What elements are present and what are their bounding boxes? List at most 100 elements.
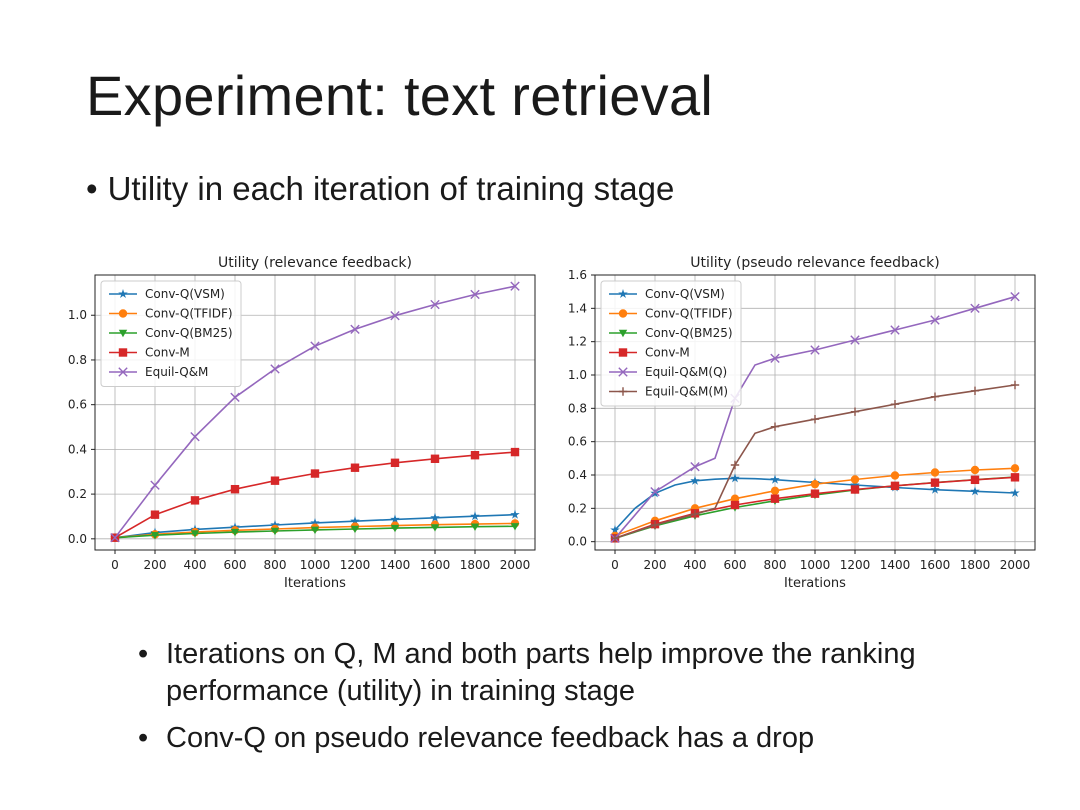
y-tick-label: 1.0 bbox=[68, 308, 87, 322]
legend-label: Conv-Q(TFIDF) bbox=[645, 307, 733, 321]
data-point bbox=[510, 281, 520, 291]
legend-label: Conv-M bbox=[645, 346, 690, 360]
data-point bbox=[930, 392, 940, 401]
data-point bbox=[190, 431, 200, 442]
data-point bbox=[310, 469, 320, 478]
data-point bbox=[970, 386, 980, 396]
data-point bbox=[810, 489, 820, 498]
data-point bbox=[890, 399, 900, 409]
data-point bbox=[270, 476, 280, 485]
legend-label: Conv-Q(VSM) bbox=[645, 287, 725, 301]
data-point bbox=[1010, 488, 1020, 498]
data-point bbox=[730, 460, 740, 470]
data-point bbox=[230, 484, 240, 494]
data-point bbox=[270, 519, 280, 529]
data-point bbox=[310, 526, 320, 535]
data-point bbox=[930, 468, 940, 477]
legend-marker bbox=[118, 329, 128, 338]
data-point bbox=[850, 335, 860, 345]
x-tick-label: 800 bbox=[764, 558, 787, 572]
legend-label: Equil-Q&M bbox=[145, 365, 208, 379]
series-line bbox=[614, 477, 1016, 531]
y-tick-label: 0.6 bbox=[68, 398, 87, 412]
data-point bbox=[510, 523, 520, 531]
grid bbox=[95, 275, 535, 550]
y-tick-label: 1.2 bbox=[568, 335, 587, 349]
data-point bbox=[270, 527, 280, 536]
data-point bbox=[610, 534, 620, 543]
y-tick-label: 0.0 bbox=[68, 532, 87, 546]
data-point bbox=[430, 454, 440, 463]
data-point bbox=[770, 494, 780, 503]
bullet-text: Conv-Q on pseudo relevance feedback has … bbox=[166, 722, 815, 754]
data-point bbox=[310, 517, 320, 527]
x-tick-label: 1400 bbox=[380, 558, 411, 572]
y-tick-label: 0.0 bbox=[568, 535, 587, 549]
data-point bbox=[430, 299, 440, 310]
x-tick-label: 800 bbox=[264, 558, 287, 572]
y-tick-label: 1.0 bbox=[568, 368, 587, 382]
series-equil-q-m-q- bbox=[610, 291, 1020, 544]
data-point bbox=[850, 407, 860, 416]
x-tick-label: 600 bbox=[724, 558, 747, 572]
data-point bbox=[770, 353, 780, 364]
x-tick-label: 1600 bbox=[420, 558, 451, 572]
data-point bbox=[930, 315, 940, 325]
legend-box bbox=[600, 280, 742, 407]
data-point bbox=[150, 510, 160, 519]
chart-pseudo-relevance-feedback: Utility (pseudo relevance feedback) 0 200 4… bbox=[568, 255, 1036, 591]
data-point bbox=[350, 324, 360, 335]
series-conv-q-tfidf- bbox=[610, 464, 1020, 541]
data-point bbox=[190, 496, 200, 505]
data-point bbox=[110, 533, 120, 543]
legend-label: Conv-Q(VSM) bbox=[145, 287, 225, 301]
data-point bbox=[730, 500, 740, 510]
x-tick-label: 1000 bbox=[300, 558, 331, 572]
data-point bbox=[470, 289, 480, 300]
x-tick-label: 0 bbox=[611, 558, 619, 572]
bullet-item: • Conv-Q on pseudo relevance feedback ha… bbox=[138, 720, 1038, 757]
data-point bbox=[510, 447, 520, 457]
data-point bbox=[890, 325, 900, 335]
data-point bbox=[1010, 464, 1020, 473]
y-tick-label: 1.4 bbox=[568, 301, 587, 315]
bullet-dot-icon: • bbox=[86, 170, 98, 207]
legend-box bbox=[100, 280, 242, 387]
bullet-text: Iterations on Q, M and both parts help i… bbox=[166, 638, 916, 707]
data-point bbox=[650, 520, 660, 530]
data-point bbox=[470, 511, 480, 521]
legend-label: Conv-Q(TFIDF) bbox=[145, 307, 233, 321]
data-point bbox=[930, 484, 940, 494]
legend-marker bbox=[618, 309, 628, 318]
data-point bbox=[690, 461, 700, 472]
legend-marker bbox=[618, 329, 628, 338]
slide-title: Experiment: text retrieval bbox=[86, 64, 714, 127]
legend-label: Conv-M bbox=[145, 346, 190, 360]
data-point bbox=[770, 474, 780, 484]
plot-area bbox=[110, 281, 520, 543]
data-point bbox=[390, 514, 400, 524]
data-point bbox=[730, 494, 740, 503]
data-point bbox=[850, 475, 860, 484]
data-point bbox=[1010, 473, 1020, 482]
data-point bbox=[610, 525, 620, 535]
bullet-item: • Iterations on Q, M and both parts help… bbox=[138, 636, 1038, 710]
data-point bbox=[650, 486, 660, 497]
data-point bbox=[970, 303, 980, 314]
legend-label: Conv-Q(BM25) bbox=[145, 326, 233, 340]
plot-area bbox=[610, 291, 1020, 544]
data-point bbox=[1010, 380, 1020, 390]
data-point bbox=[230, 528, 240, 537]
x-tick-label: 1800 bbox=[960, 558, 991, 572]
legend-label: Conv-Q(BM25) bbox=[645, 326, 733, 340]
series-equil-q-m-m- bbox=[610, 380, 1020, 543]
chart-title: Utility (pseudo relevance feedback) bbox=[690, 255, 940, 271]
data-point bbox=[850, 480, 860, 490]
data-point bbox=[150, 532, 160, 540]
data-point bbox=[390, 310, 400, 321]
data-point bbox=[390, 524, 400, 533]
data-point bbox=[810, 345, 820, 355]
data-point bbox=[350, 463, 360, 472]
data-point bbox=[510, 509, 520, 519]
legend: Conv-Q(VSM) Conv-Q(TFIDF) Conv-Q(BM25) Conv… bbox=[100, 280, 242, 387]
